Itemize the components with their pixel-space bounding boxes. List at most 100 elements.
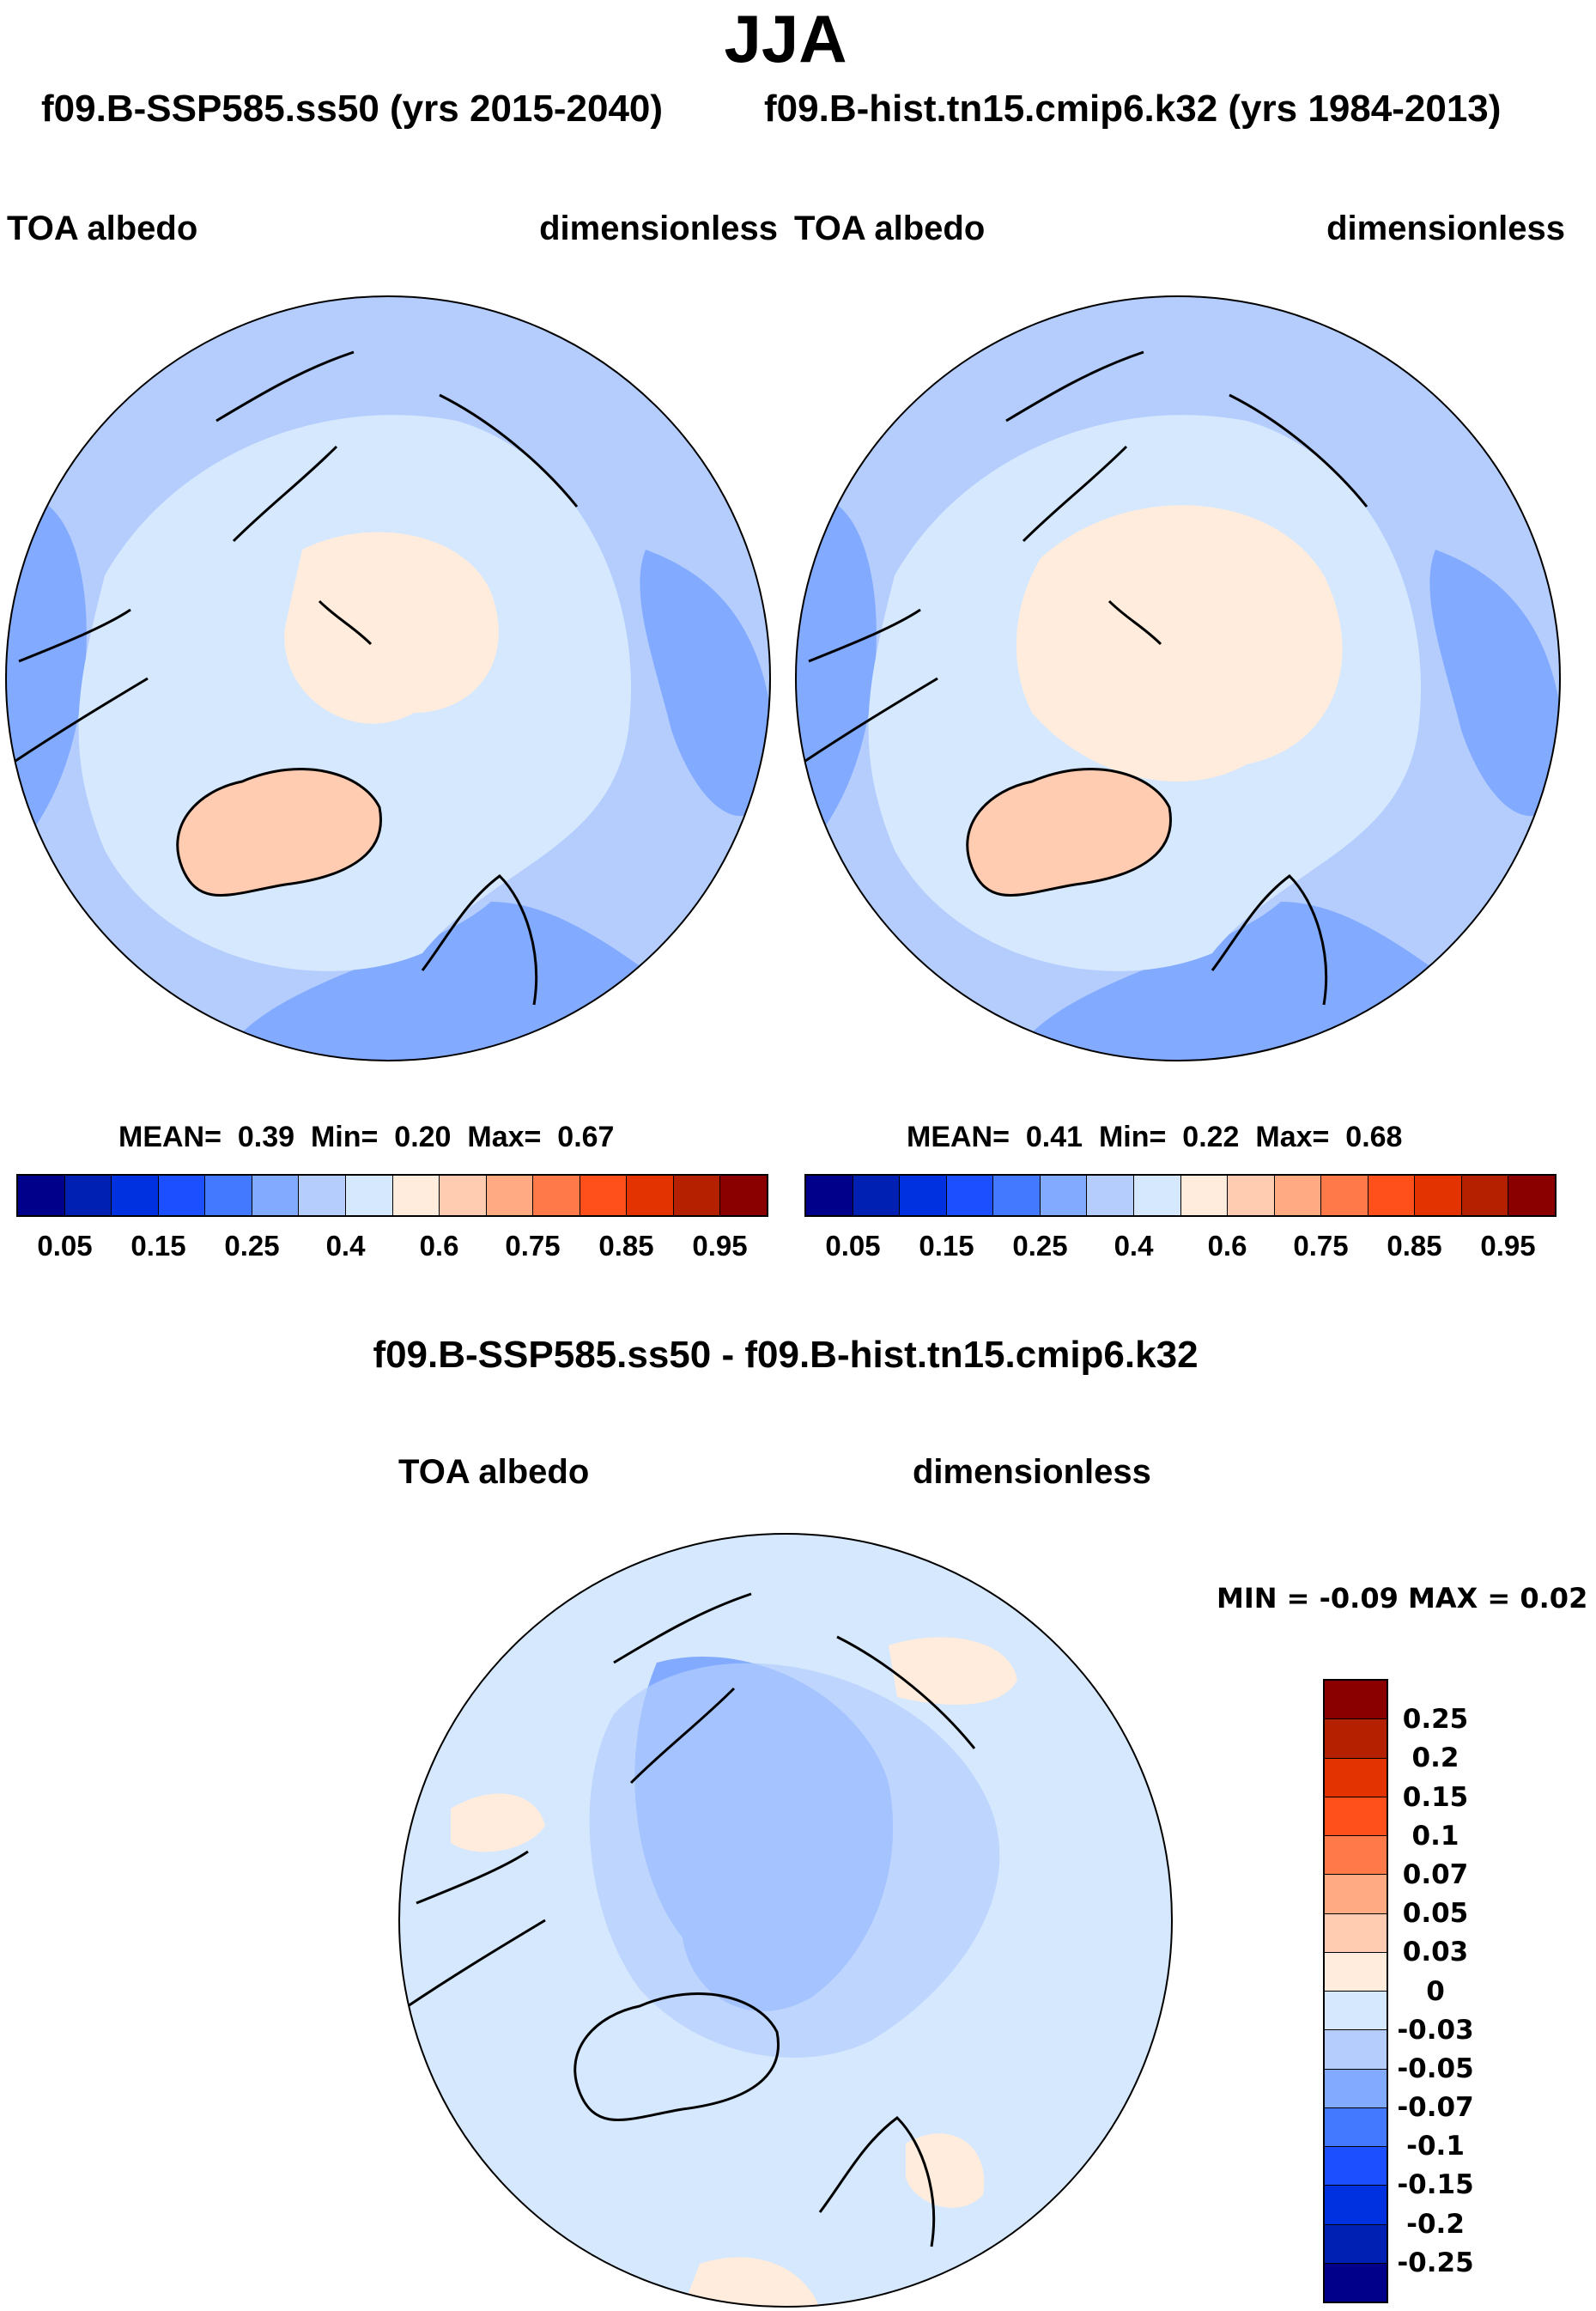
colorbar-tick-label: 0 [1426,1975,1445,2007]
min-label: Min= [310,1121,379,1153]
field-region-arctic-ocean [1016,505,1343,782]
colorbar-tick-label: 0.4 [1114,1230,1154,1262]
colorbar-swatch [1325,2030,1387,2070]
colorbar-tick-label: 0.1 [1411,1820,1459,1852]
colorbar-swatch [486,1176,534,1215]
colorbar-tick-label: 0.95 [1480,1230,1536,1262]
colorbar-swatch [1325,1797,1387,1836]
colorbar-swatch [158,1176,206,1215]
field-region-low [796,497,877,867]
min-label: Min= [1098,1121,1167,1153]
colorbar-swatch [1325,1719,1387,1759]
min-value: 0.20 [394,1121,452,1153]
colorbar-swatch [1133,1176,1181,1215]
colorbar-tick-label: 0.25 [1012,1230,1068,1262]
colorbar-tick-label: 0.25 [224,1230,280,1262]
colorbar-tick-label: 0.95 [692,1230,748,1262]
field-region-arctic-ocean [284,532,499,724]
diff-panel-units-label: dimensionless [913,1453,1151,1491]
colorbar-swatch [1325,1992,1387,2031]
colorbar-swatch [1228,1176,1275,1215]
difference-title: f09.B-SSP585.ss50 - f09.B-hist.tn15.cmip… [373,1334,1199,1376]
colorbar-swatch [1325,1952,1387,1992]
colorbar-swatch [1325,2186,1387,2225]
main-title: JJA [724,1,847,76]
colorbar-tick-label: 0.05 [825,1230,881,1262]
colorbar-swatch [1368,1176,1416,1215]
colorbar-tick-label: 0.15 [1402,1781,1469,1813]
colorbar-tick-label: 0.05 [37,1230,93,1262]
field-region-increase [683,2257,820,2307]
coastline [9,350,579,1006]
colorbar-swatch [205,1176,252,1215]
right-panel-units-label: dimensionless [1326,210,1565,247]
max-label: Max= [1255,1121,1330,1153]
colorbar-swatch [1325,1836,1387,1876]
max-value: 0.68 [1345,1121,1403,1153]
mean-label: MEAN= [907,1121,1010,1153]
colorbar-swatch [252,1176,300,1215]
subtitle-right: f09.B-hist.tn15.cmip6.k32 (yrs 1984-2013… [764,88,1502,130]
colorbar-tick-label: 0.15 [130,1230,186,1262]
min-value: 0.22 [1182,1121,1240,1153]
right-panel-stats: MEAN= 0.41 Min= 0.22 Max= 0.68 [907,1121,1402,1154]
colorbar-swatch [1461,1176,1509,1215]
colorbar-tick-label: 0.6 [419,1230,459,1262]
difference-colorbar [1323,1679,1388,2303]
colorbar-swatch [64,1176,112,1215]
field-region-increase [451,1793,545,1852]
left-panel-units-label: dimensionless [539,210,778,247]
greenland-high-albedo [176,768,382,897]
field-region-increase [906,2133,985,2208]
colorbar-tick-label: -0.1 [1406,2131,1465,2162]
diff-panel-variable-label: TOA albedo [398,1453,590,1491]
field-region-low [1429,550,1560,817]
colorbar-swatch [1325,2069,1387,2108]
colorbar-swatch [1325,2107,1387,2147]
map-border [5,295,771,1061]
field-region-decrease-mild [589,1663,1000,2058]
colorbar-swatch [1325,2147,1387,2186]
max-label: Max= [467,1121,542,1153]
colorbar-swatch [1274,1176,1322,1215]
colorbar-swatch [1415,1176,1462,1215]
colorbar-tick-label: 0.2 [1411,1742,1459,1774]
colorbar-swatch [1325,1875,1387,1914]
map-historical [795,295,1561,1061]
mean-label: MEAN= [118,1121,221,1153]
colorbar-swatch [392,1176,440,1215]
colorbar-swatch [1087,1176,1134,1215]
coastline [407,1592,976,2247]
field-region-increase [889,1637,1017,1705]
colorbar-tick-label: 0.75 [505,1230,561,1262]
colorbar-swatch [853,1176,901,1215]
colorbar-swatch [112,1176,159,1215]
colorbar-swatch [345,1176,393,1215]
colorbar-swatch [993,1176,1041,1215]
max-value: 0.67 [557,1121,615,1153]
colorbar-tick-label: -0.2 [1406,2208,1465,2240]
colorbar-swatch [1180,1176,1229,1215]
colorbar-swatch [900,1176,947,1215]
left-colorbar [16,1174,768,1217]
greenland-outline [573,1992,780,2121]
colorbar-tick-label: -0.07 [1397,2092,1474,2124]
mean-value: 0.41 [1025,1121,1083,1153]
mean-value: 0.39 [237,1121,295,1153]
left-panel-variable-label: TOA albedo [7,210,198,247]
colorbar-swatch [946,1176,994,1215]
greenland-high-albedo [966,768,1172,897]
coastline [799,350,1368,1006]
colorbar-tick-label: 0.85 [1387,1230,1442,1262]
field-region-low [640,550,770,817]
field-region-low [6,497,87,867]
map-border [398,1533,1173,2308]
colorbar-swatch [1325,1681,1387,1720]
colorbar-swatch [440,1176,487,1215]
colorbar-tick-label: 0.75 [1293,1230,1349,1262]
colorbar-tick-label: 0.85 [598,1230,654,1262]
colorbar-swatch [580,1176,628,1215]
colorbar-swatch [299,1176,346,1215]
colorbar-swatch [18,1176,65,1215]
colorbar-swatch [1325,2224,1387,2264]
